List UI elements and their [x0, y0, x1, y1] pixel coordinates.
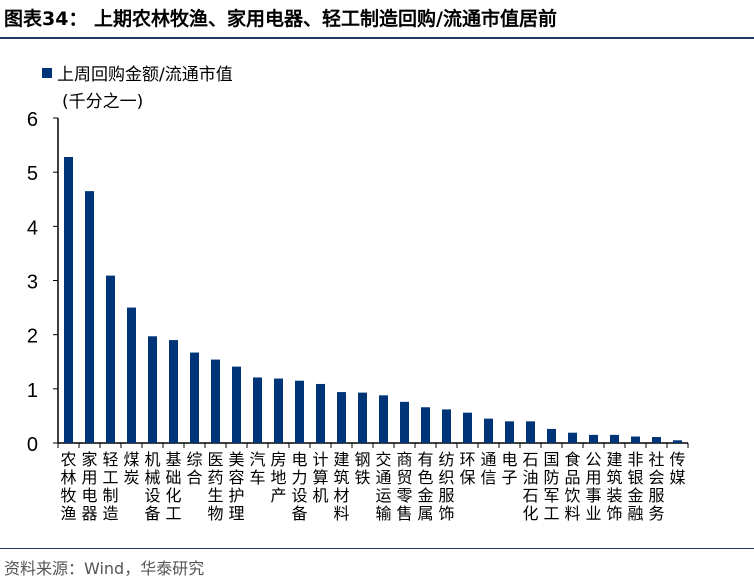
x-tick-label: 传媒 — [669, 450, 685, 487]
bar — [421, 407, 430, 443]
x-tick-label: 建筑装饰 — [606, 450, 622, 523]
x-tick-label: 社会服务 — [648, 450, 664, 523]
x-tick-label: 通信 — [480, 450, 496, 487]
bar — [505, 421, 514, 443]
x-tick-label: 美容护理 — [228, 450, 244, 523]
x-tick-label: 家用电器 — [81, 450, 97, 523]
bar — [463, 412, 472, 443]
y-tick-label: 6 — [27, 109, 38, 131]
x-tick-label: 综合 — [186, 450, 202, 487]
x-tick-label: 环保 — [459, 450, 475, 487]
bar — [127, 307, 136, 443]
bar — [274, 378, 283, 443]
x-tick-label: 轻工制造 — [102, 450, 118, 523]
bar — [232, 366, 241, 443]
bar — [610, 434, 619, 443]
y-axis-unit-label: (千分之一) — [62, 92, 144, 112]
bar — [106, 275, 115, 443]
x-tick-label: 钢铁 — [354, 450, 370, 487]
bar — [337, 392, 346, 443]
y-tick-label: 0 — [27, 434, 38, 456]
bar — [190, 352, 199, 443]
x-tick-label: 建筑材料 — [333, 450, 349, 523]
bar — [295, 380, 304, 443]
bar — [211, 359, 220, 443]
source-note: 资料来源：Wind，华泰研究 — [4, 559, 205, 578]
y-tick-label: 3 — [27, 272, 38, 294]
x-tick-label: 房地产 — [270, 450, 286, 505]
x-tick-label: 农林牧渔 — [60, 450, 76, 523]
x-tick-label: 基础化工 — [165, 450, 181, 523]
bar — [400, 401, 409, 443]
x-tick-label: 电子 — [501, 450, 517, 487]
legend-swatch — [42, 67, 52, 78]
bar — [316, 383, 325, 443]
bar-chart: 0 1 2 3 4 5 6 农林牧渔家用电器轻工制造煤炭机械设备基础化工综合医药生物美容护理汽… — [27, 109, 689, 523]
legend: 上周回购金额/流通市值 — [42, 60, 233, 85]
bar — [169, 340, 178, 443]
x-tick-label: 有色金属 — [417, 450, 433, 523]
y-tick-label: 4 — [27, 217, 38, 239]
bar — [253, 377, 262, 443]
bar — [652, 437, 661, 443]
chart-title: 图表34： 上期农林牧渔、家用电器、轻工制造回购/流通市值居前 — [4, 8, 557, 30]
y-tick-label: 1 — [27, 380, 38, 402]
x-tick-label: 煤炭 — [123, 450, 139, 487]
bar — [631, 436, 640, 443]
source-divider — [0, 548, 754, 549]
x-tick-label: 汽车 — [249, 450, 265, 487]
bar — [442, 409, 451, 443]
x-tick-label: 国防军工 — [543, 450, 559, 523]
x-tick-label: 医药生物 — [207, 450, 223, 523]
x-tick-label: 计算机 — [312, 450, 328, 505]
x-tick-label: 纺织服饰 — [438, 450, 454, 523]
legend-label: 上周回购金额/流通市值 — [57, 65, 233, 85]
bar — [568, 432, 577, 443]
bar — [547, 428, 556, 443]
bar — [64, 157, 73, 443]
bar — [484, 418, 493, 443]
y-tick-label: 2 — [27, 326, 38, 348]
bar — [358, 392, 367, 443]
bar — [673, 440, 682, 443]
x-tick-label: 商贸零售 — [396, 450, 412, 523]
y-tick-label: 5 — [27, 163, 38, 185]
title-divider — [0, 37, 754, 39]
bar — [148, 336, 157, 443]
x-tick-label: 公用事业 — [585, 450, 601, 523]
bar — [526, 421, 535, 443]
x-tick-label: 电力设备 — [291, 450, 307, 523]
x-tick-label: 交通运输 — [375, 450, 391, 523]
bar — [589, 434, 598, 443]
x-tick-label: 非银金融 — [627, 450, 643, 523]
x-tick-label: 石油石化 — [522, 450, 538, 523]
x-tick-label: 机械设备 — [144, 450, 160, 523]
bar — [379, 395, 388, 443]
bar — [85, 191, 94, 443]
x-tick-label: 食品饮料 — [564, 450, 580, 523]
